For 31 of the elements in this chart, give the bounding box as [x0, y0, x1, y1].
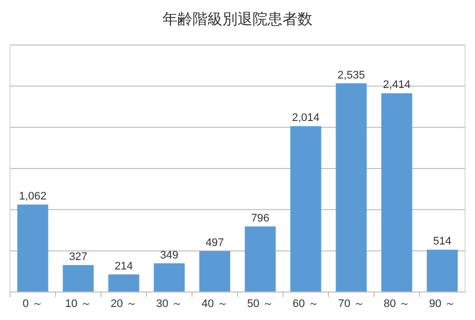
x-tick-label: 20 ～: [110, 298, 137, 310]
bar: [290, 126, 322, 292]
chart-title: 年齢階級別退院患者数: [162, 11, 312, 28]
data-label: 1,062: [18, 190, 47, 203]
data-label: 514: [433, 236, 452, 248]
bar: [336, 83, 367, 292]
data-label: 2,535: [337, 69, 366, 82]
bar: [426, 250, 458, 292]
x-tick-label: 30 ～: [156, 298, 182, 310]
data-label: 349: [160, 249, 178, 262]
data-label: 497: [206, 237, 224, 250]
bar: [381, 93, 412, 292]
x-tick-label: 80 ～: [384, 298, 410, 310]
x-tick-label: 10 ～: [65, 298, 92, 310]
bar: [154, 263, 185, 292]
x-tick-label: 50 ～: [247, 298, 274, 310]
x-tick-label: 70 ～: [338, 298, 364, 310]
data-label: 2,414: [382, 79, 411, 92]
bar: [62, 265, 94, 292]
data-label: 2,014: [292, 112, 320, 124]
data-label: 214: [114, 260, 133, 272]
data-label: 796: [251, 212, 270, 224]
bar: [199, 251, 230, 292]
x-tick-label: 60 ～: [292, 298, 319, 310]
x-tick-label: 0 ～: [22, 298, 43, 310]
x-tick-label: 40 ～: [202, 298, 228, 310]
bar: [17, 204, 48, 292]
bar: [108, 274, 140, 292]
bar: [244, 226, 276, 292]
data-label: 327: [69, 251, 88, 264]
x-tick-label: 90 ～: [429, 298, 456, 310]
